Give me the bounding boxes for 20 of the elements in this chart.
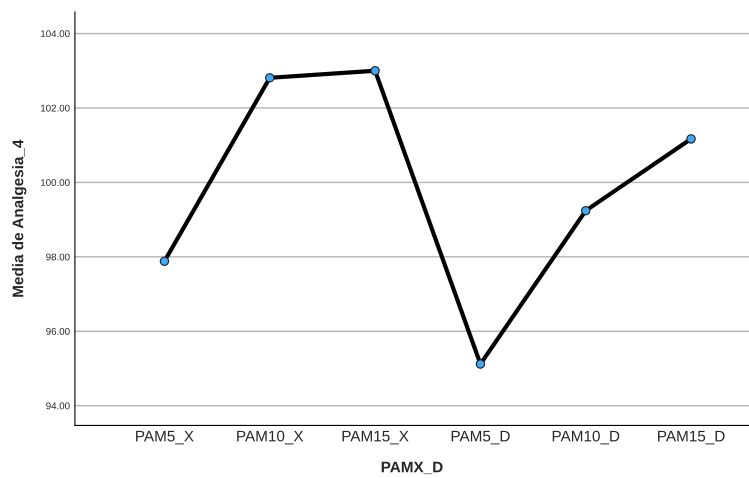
y-tick-label: 98.00 [46,254,70,260]
point [686,134,696,144]
y-tick-label: 100.00 [41,179,70,186]
point [370,66,380,76]
y-tick-label: 96.00 [46,328,70,335]
y-tick-label: 104.00 [41,30,70,38]
x-tick-label: PAM5_X [136,430,194,444]
point [476,359,486,369]
x-axis-title: PAMX_D [382,462,443,474]
x-tick-label: PAM5_D [452,430,510,444]
point [160,256,170,266]
point [265,73,274,83]
point [581,206,590,216]
x-tick-label: PAM15_D [658,430,725,444]
y-axis-title: Media de Analgesia_4 [12,140,26,297]
y-tick-label: 94.00 [46,402,70,410]
x-tick-label: PAM10_D [552,430,620,444]
x-tick-label: PAM15_X [342,430,409,444]
x-tick-label: PAM10_X [237,430,304,444]
y-tick-label: 102.00 [41,104,70,112]
